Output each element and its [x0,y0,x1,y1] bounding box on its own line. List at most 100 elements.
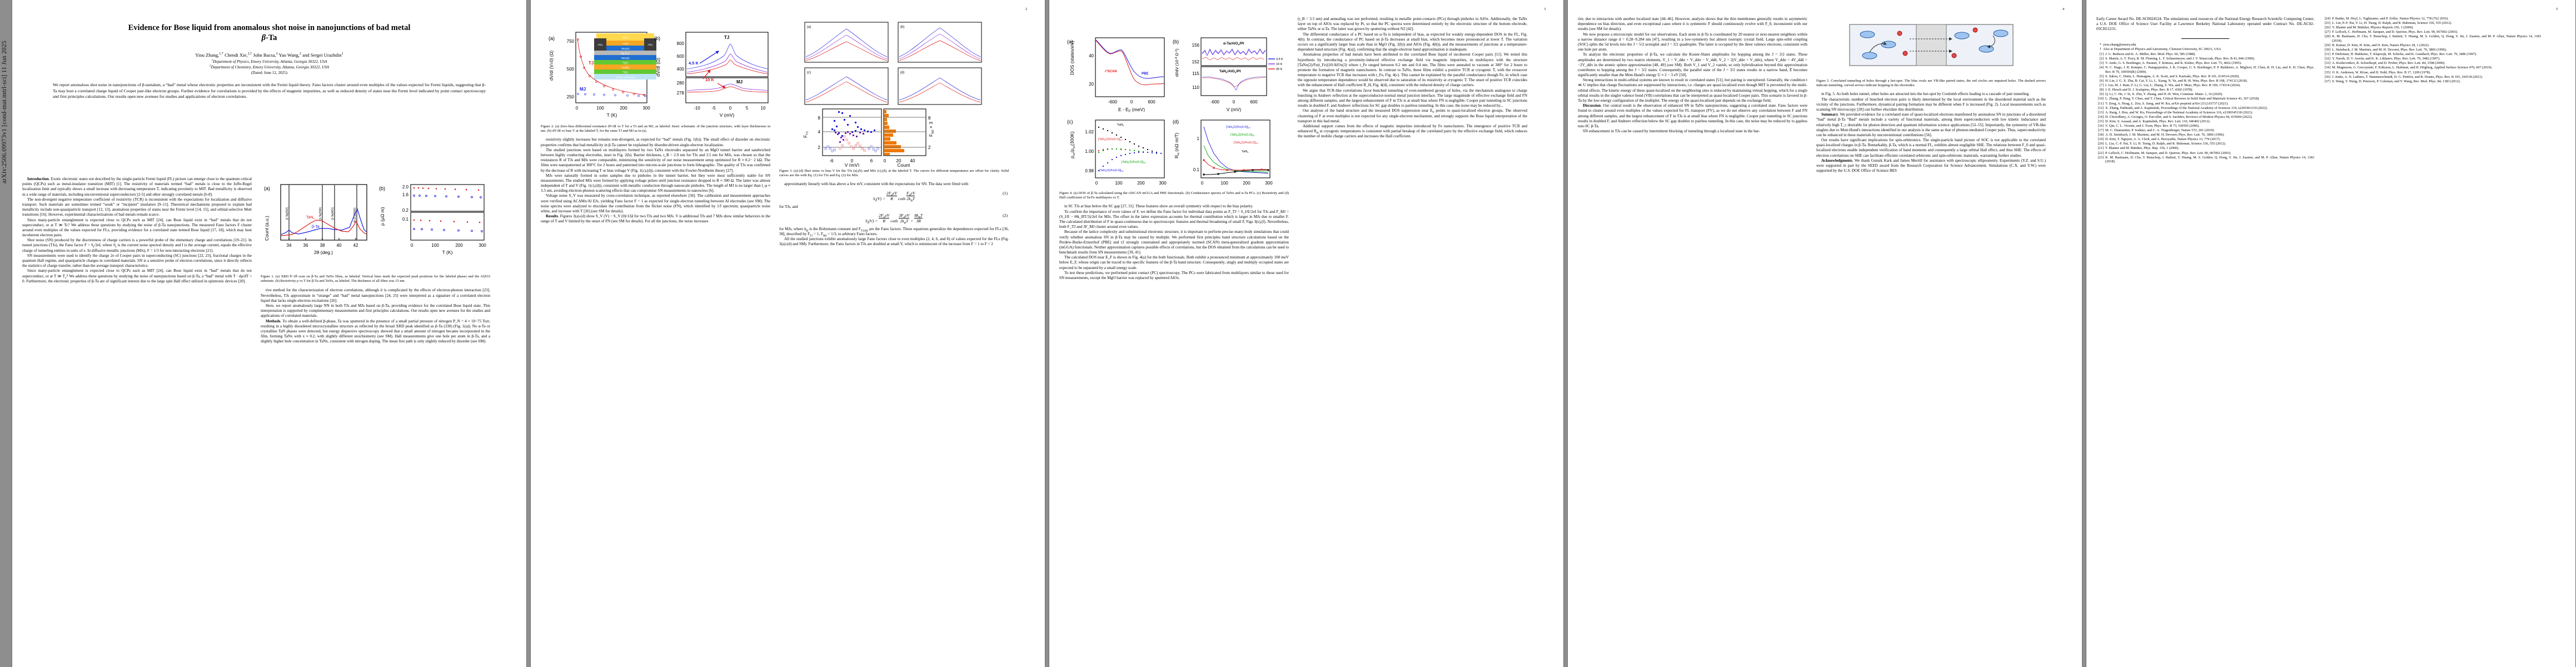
svg-text:2.0: 2.0 [402,185,409,190]
figure-4c-label-taNx: TaNx [1117,123,1124,127]
reference-list-left: [1] J. G. Bednorz and K. A. Müller, Rev. … [2096,52,2314,164]
paragraph: (t_B = 3.5 nm) and annealing was not per… [1298,17,1527,32]
figure-3-panel-d: (d) [898,67,982,105]
reference-item: [29] R. Kumar, D. Kim, H. Kim, and D. Kim… [2324,43,2430,47]
paragraph: SN enhancement in TJs can be caused by i… [1583,129,1760,134]
svg-text:40: 40 [1089,53,1094,58]
figure-1: (a) Count (a.u.) β-Ta(002) β-Ta(330) β-T… [261,177,490,283]
figure-1b-panel-label: (b) [379,186,385,191]
figure-3: (a) (b) [779,17,1009,178]
figure-4c-panel-label: (c) [1067,119,1073,125]
svg-text:AlOₓ: AlOₓ [647,43,653,46]
figure-4c-ylabel: ρxx/ρxx(300K) [1069,131,1076,158]
reference-item: [5] S. Sakoa, C. Dutta, L. Hamagata, A. K… [2099,74,2240,78]
reference-item: [15] D. Kim, S. Assaad, and A. Kapitulnik… [2097,119,2211,123]
reference-item: [20] L. Liu, C.-F. Pai, Y. Li, H. Tseng, … [2097,142,2226,146]
svg-text:8: 8 [928,116,931,121]
paragraph: Since many-particle entanglement is expe… [22,268,252,283]
reference-item: [17] M. C. Diamantini, P. Sodano, and C. … [2097,128,2215,133]
dated-line: (Dated: June 12, 2025) [251,71,287,76]
figure-3-right-yticks: 82 [928,116,931,150]
svg-text:Ti(2): Ti(2) [622,62,628,64]
svg-text:(a): (a) [807,26,811,29]
intro-paragraph: Introduction. Exotic electronic states n… [22,177,252,197]
reference-item: [18] A. H. Steinbach, J. M. Martinis, and… [2097,133,2225,137]
results-paragraph: Results. Figures 3(a)-(d) show S_V (V) −… [541,214,770,224]
figure-2b-yticks: 800 600 400 280 278 [677,41,685,96]
reference-item: [2] S. Martin, A. T. Fiory, R. M. Fleming… [2099,57,2255,61]
page-4: 4 rier, due to interaction with another … [1568,0,2082,667]
figure-3e-xlabel: V (mV) [845,162,860,167]
svg-text:20: 20 [1089,82,1094,87]
svg-text:4.5 K: 4.5 K [1276,58,1283,61]
page-number: 4 [2062,7,2065,11]
equation-2: SI(V) = 2F0eV R coth 3F0eV 2kBT + 8kBT 3R (2… [865,212,1008,225]
svg-text:10 K: 10 K [1276,63,1283,66]
figure-3e-xticks: -6 0 6 [829,158,873,163]
figure-4d-label-fe04: [TaNx(2)/Fe(0.4)]10 [1226,126,1250,129]
svg-text:Ti(3): Ti(3) [622,71,628,74]
paragraph: Additional support comes from the effect… [1298,123,1527,139]
figure-3-histogram-bars [884,110,904,155]
abstract: We report anomalous shot noise in nanoju… [53,82,486,99]
figure-2a-series-mj [577,93,646,97]
svg-text:200: 200 [620,106,627,111]
figure-4b-xticks: -600 0 600 [1210,99,1258,104]
svg-text:600: 600 [1148,99,1155,104]
svg-text:1.00: 1.00 [1085,149,1094,154]
page1-column-1: Introduction. Exotic electronic states n… [22,177,252,344]
figure-4b-top-label: α-Ta/AlOx/Pt [1223,42,1244,46]
reference-item: [8] J. E. Hirsch and D. J. Scalapino, Phy… [2099,88,2193,92]
figure-2a-series-tj [577,38,645,96]
svg-text:0: 0 [1201,181,1204,186]
svg-text:1: 1 [1197,136,1200,141]
figure-1a-vline-label: β-Ta(002) [286,207,289,220]
figure-1b-ylabel: ρ (μΩ m) [380,207,385,226]
figure-3e-points-lightblue [824,145,879,152]
reference-item: [1] J. G. Bednorz and K. A. Müller, Rev. … [2099,52,2196,57]
paper-title: Evidence for Bose liquid from anomalous … [128,23,411,42]
figure-3-panel-b: (b) [898,22,982,63]
paragraph: Since many-particle entanglement is expe… [22,217,252,238]
reference-item: [16] V. Qin, C. L. Vicente, and J. Yoon, … [2097,123,2200,128]
figure-1-caption: Figure 1. (a) XRD θ−2θ scan on β-Ta and … [261,275,490,283]
paragraph: Because of the lattice complexity and su… [1059,230,1289,255]
figure-2-caption: Figure 2. (a) Zero-bias differential res… [541,125,770,133]
page-5: 5 Early Career Award No. DE-SC0024524. T… [2086,0,2575,667]
figure-2a-panel-label: (a) [549,36,555,41]
figure-1a-vline-label: β-Ta(330) [319,207,322,220]
figure-1b-yticks: 2.0 1.6 0.2 0.1 [402,185,409,222]
figure-5-graphic [1816,17,2046,77]
figure-1b-series-taNx-lower [413,219,481,223]
figure-1a-xlabel: 2θ (deg.) [314,250,333,255]
paragraph: tive method for the characterization of … [261,288,490,303]
figure-2a-xlabel: T (K) [607,112,617,118]
figure-2a-ylabel: dV/dI (V=0) (Ω) [549,50,554,81]
figure-4c-label-fe02: [TaNx(2)/Fe(0.2)]10 [1098,138,1123,141]
svg-text:300: 300 [642,106,650,111]
figure-4d-xticks: 0 100 200 300 [1201,181,1273,186]
svg-text:1.6: 1.6 [402,192,409,197]
reference-item: [13] A. Rang, J. Hou, and W. Ku, Proceedi… [2097,110,2253,115]
figure-4a-xticks: -600 0 600 [1108,99,1155,104]
paragraph: Strong interactions in multi-orbital sys… [1578,78,1807,103]
svg-text:(d): (d) [900,71,904,74]
figure-4b-yticks: 156 152 115 110 [1192,43,1200,90]
footnote-text: Also at Department of Physics and Astron… [2103,47,2221,51]
figure-2b-annotation-10K: 10 K [705,77,714,82]
footnote-item: * yiou.zhang@emory.edu [2096,43,2314,47]
reference-item: [37] S. Wang, Y. Wang, D. Peterson, P. Co… [2324,79,2461,83]
page3-column-1: (a) DOS (states/eV) 40 20 r2SCAN PBE -600… [1059,17,1289,281]
figure-1b-series-beta-upper [413,195,482,198]
discussion-paragraph: Discussion. Our central result is the ob… [1578,103,1807,128]
reference-item: [31] P. Dieleman, H. Bukkems, T. Klapwijk… [2324,52,2477,57]
figure-4a-series-label-r2scan: r2SCAN [1105,69,1117,73]
svg-text:MgO(tₒ): MgO(tₒ) [621,52,630,55]
page-number: 2 [1025,7,1028,11]
svg-text:0: 0 [576,106,579,111]
svg-text:(c): (c) [807,71,811,74]
svg-text:AlOₓ: AlOₓ [597,43,603,46]
figure-1a-xticks: 34 36 38 40 42 [287,243,358,248]
summary-paragraph: Summary. We provided evidence for a corr… [1816,112,2046,137]
